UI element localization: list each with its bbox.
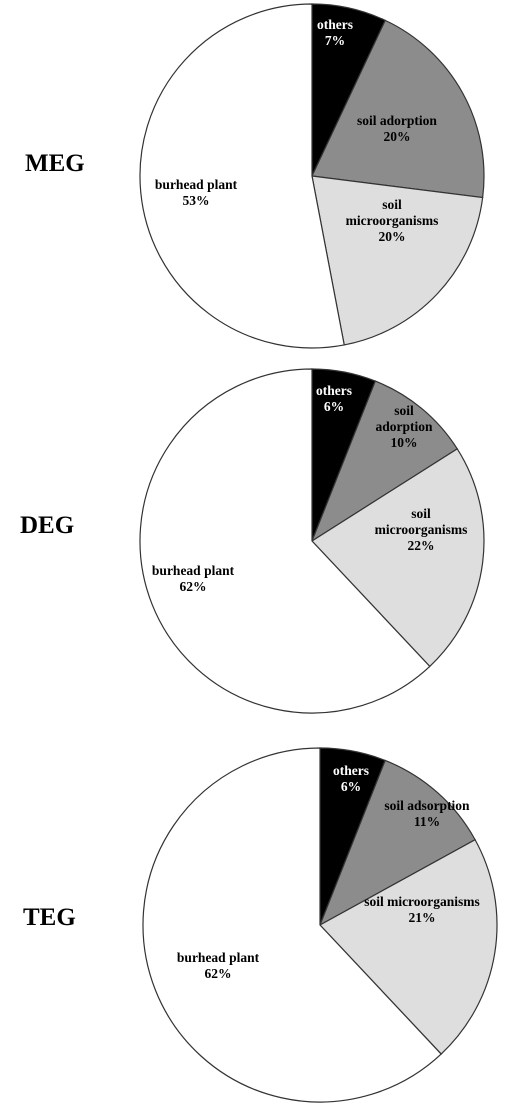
slice-label-meg-2: soil microorganisms 20% [346, 197, 439, 244]
slice-label-line: others [316, 383, 352, 398]
pie-slice-meg-1 [311, 19, 485, 199]
pie-slice-teg-2 [319, 838, 498, 1055]
pie-slice-deg-2 [311, 448, 485, 668]
pie-label-meg: MEG [25, 150, 85, 177]
pie-slice-teg-3 [142, 747, 443, 1103]
slice-label-deg-3: burhead plant 62% [152, 563, 235, 594]
slice-label-line: soil adsorption [384, 798, 470, 813]
slice-label-line: soil [411, 506, 431, 521]
slice-label-line: soil [382, 197, 402, 212]
pie-chart-deg: DEG others 6% soil adorption 10%soil microorg… [20, 368, 485, 714]
slice-label-deg-1: soil adorption 10% [375, 403, 433, 450]
slice-label-line: others [317, 17, 353, 32]
slice-label-line: soil adorption [357, 113, 437, 128]
slice-label-line: microorganisms [375, 522, 468, 537]
slice-label-meg-1: soil adorption 20% [357, 113, 437, 144]
slice-label-line: 7% [325, 33, 345, 48]
slice-label-teg-1: soil adsorption 11% [384, 798, 470, 829]
slice-label-line: 20% [384, 129, 411, 144]
slice-label-line: 10% [391, 435, 418, 450]
slice-label-line: 62% [205, 966, 232, 981]
pie-slice-deg-3 [139, 368, 431, 714]
pie-slice-meg-2 [311, 175, 484, 346]
slice-label-line: adorption [375, 419, 433, 434]
slice-label-teg-0: others 6% [333, 763, 369, 794]
pie-chart-teg: TEG others 6% soil adsorption 11% soil micro… [23, 747, 498, 1103]
pie-slice-meg-3 [139, 3, 345, 349]
slice-label-line: burhead plant [177, 950, 260, 965]
slice-label-line: 6% [324, 399, 344, 414]
slice-label-line: burhead plant [155, 177, 238, 192]
pie-slice-teg-1 [318, 759, 476, 927]
pie-chart-meg: MEG others 7%soil adorption 20%soil microor… [25, 3, 485, 349]
slice-label-deg-2: soil microorganisms 22% [375, 506, 468, 553]
slice-label-line: 22% [408, 538, 435, 553]
pie-label-deg: DEG [20, 512, 74, 539]
slice-label-line: 62% [180, 579, 207, 594]
pie-label-teg: TEG [23, 904, 76, 931]
slice-label-meg-0: others 7% [317, 17, 353, 48]
slice-label-line: soil [394, 403, 414, 418]
slice-label-line: burhead plant [152, 563, 235, 578]
slice-label-line: others [333, 763, 369, 778]
slice-label-line: microorganisms [346, 213, 439, 228]
slice-label-line: 21% [409, 910, 436, 925]
slice-label-meg-3: burhead plant 53% [155, 177, 238, 208]
slice-label-teg-2: soil microorganisms 21% [364, 894, 480, 925]
slice-label-line: soil microorganisms [364, 894, 480, 909]
slice-label-deg-0: others 6% [316, 383, 352, 414]
pie-slice-deg-1 [310, 380, 459, 543]
slice-label-teg-3: burhead plant 62% [177, 950, 260, 981]
slice-label-line: 6% [341, 779, 361, 794]
slice-label-line: 53% [183, 193, 210, 208]
slice-label-line: 20% [379, 229, 406, 244]
slice-label-line: 11% [414, 814, 440, 829]
